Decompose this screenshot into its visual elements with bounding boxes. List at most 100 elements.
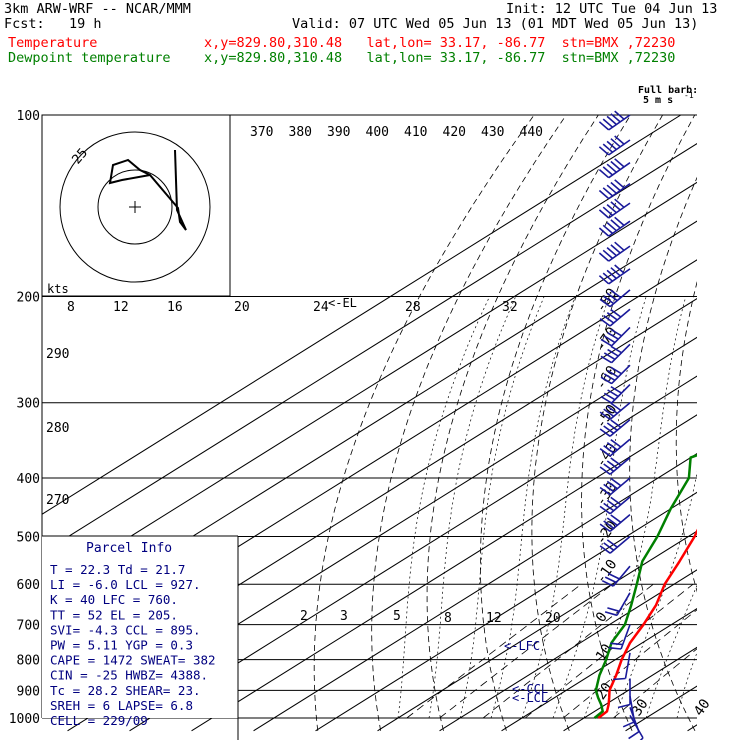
init-time: Init: 12 UTC Tue 04 Jun 13	[506, 1, 718, 17]
theta-label: 400	[366, 125, 389, 140]
parcel-info-panel	[42, 536, 238, 718]
pressure-tick-label: 300	[17, 397, 40, 412]
mixing-ratio-label: 3	[340, 609, 348, 624]
hodograph-ring	[59, 131, 211, 283]
parcel-info-row: SVI= -4.3 CCL = 895.	[50, 622, 201, 637]
hodograph-tick-label: 24	[313, 300, 329, 315]
theta-side-label: 270	[46, 493, 69, 508]
wind-barb	[601, 565, 631, 587]
model-title: 3km ARW-WRF -- NCAR/MMM	[4, 1, 191, 17]
parcel-info-row: TT = 52 EL = 205.	[50, 607, 178, 622]
forecast-hour: Fcst: 19 h	[4, 16, 102, 32]
parcel-info-row: CIN = -25 HWBZ= 4388.	[50, 668, 208, 683]
temperature-line	[597, 528, 697, 719]
isotherm-line	[129, 375, 697, 732]
wind-barb	[599, 477, 631, 496]
hodograph-panel	[41, 114, 231, 297]
wind-barb	[598, 264, 631, 285]
dry-adiabat	[313, 115, 535, 731]
wind-barb	[600, 326, 631, 347]
moist-adiabat	[490, 296, 576, 719]
theta-side-label: 280	[46, 421, 69, 436]
wind-barb	[600, 364, 631, 385]
mixing-ratio-label: 12	[486, 611, 502, 626]
hodograph-tick-label: 12	[113, 300, 129, 315]
wind-barb	[622, 696, 636, 728]
theta-label: 410	[404, 125, 427, 140]
parcel-info-title: Parcel Info	[86, 541, 172, 556]
wind-barb	[599, 535, 631, 554]
dry-adiabat	[531, 115, 663, 731]
mixing-ratio-label: 2	[300, 609, 308, 624]
theta-label: 380	[289, 125, 312, 140]
pressure-tick-label: 500	[17, 530, 40, 545]
hodograph-ring	[97, 169, 173, 245]
hodograph-tick-label: 20	[234, 300, 250, 315]
mixing-ratio-line	[406, 583, 582, 719]
parcel-info-row: Tc = 28.2 SHEAR= 23.	[50, 683, 201, 698]
wind-barb	[629, 714, 644, 740]
isotherm-line	[563, 646, 697, 732]
level-marker: <-LFC	[504, 639, 540, 653]
isotherm-line	[253, 453, 697, 732]
moist-adiabat	[428, 296, 517, 719]
pressure-tick-label: 100	[17, 109, 40, 124]
hodograph-tick-label: 32	[502, 300, 518, 315]
theta-label: 430	[481, 125, 504, 140]
wind-barb	[599, 496, 631, 515]
mixing-ratio-label: 8	[444, 611, 452, 626]
parcel-info-row: LI = -6.0 LCL = 927.	[50, 577, 201, 592]
pressure-tick-label: 900	[17, 684, 40, 699]
wind-barb	[599, 402, 631, 421]
wind-barb	[598, 110, 631, 131]
isotherm-line	[501, 608, 697, 732]
parcel-info-row: K = 40 LFC = 760.	[50, 592, 178, 607]
theta-label: 390	[327, 125, 350, 140]
pressure-tick-label: 1000	[9, 712, 40, 727]
wind-barb	[599, 418, 631, 437]
moist-adiabat	[459, 296, 545, 719]
mixing-ratio-label: 5	[393, 609, 401, 624]
pressure-tick-label: 800	[17, 654, 40, 669]
wind-barb	[599, 513, 631, 533]
dry-adiabat	[721, 115, 740, 731]
isotherm-line	[42, 115, 682, 515]
moist-adiabat	[645, 584, 697, 719]
parcel-info-row: T = 22.3 Td = 21.7	[50, 562, 185, 577]
pressure-tick-label: 600	[17, 578, 40, 593]
wind-barb	[599, 308, 631, 327]
wind-barb	[598, 198, 631, 219]
dewpoint-line	[593, 453, 697, 719]
theta-label: 440	[520, 125, 543, 140]
wind-barb	[613, 652, 631, 681]
moist-adiabat	[676, 651, 697, 719]
level-marker: <-CCL	[512, 682, 548, 696]
wind-barb	[599, 438, 631, 457]
wind-barb	[598, 135, 631, 156]
dewpoint-legend: Dewpoint temperature	[8, 50, 171, 66]
dewpoint-location: x,y=829.80,310.48 lat,lon= 33.17, -86.77…	[204, 50, 676, 66]
wind-barb	[604, 592, 631, 617]
wind-barb	[600, 384, 631, 404]
temperature-location: x,y=829.80,310.48 lat,lon= 33.17, -86.77…	[204, 35, 676, 51]
hodograph-trace	[108, 149, 187, 231]
temperature-legend: Temperature	[8, 35, 98, 51]
wind-barb	[608, 624, 631, 650]
dry-adiabat	[629, 176, 697, 731]
dry-adiabat	[675, 280, 697, 593]
pressure-tick-label: 200	[17, 291, 40, 306]
theta-label: 420	[443, 125, 466, 140]
theta-label: 370	[250, 125, 273, 140]
isotherm-line	[625, 685, 697, 732]
wind-barb	[598, 179, 631, 200]
barb-legend-unit-exp: -1	[684, 91, 694, 100]
isotherm-line	[377, 530, 697, 732]
hodograph-tick-label: 28	[405, 300, 421, 315]
dry-adiabat	[371, 115, 567, 731]
parcel-info-row: CELL = 229/09	[50, 713, 148, 728]
isotherm-line	[42, 181, 697, 593]
hodograph-tick-label: 16	[167, 300, 183, 315]
moist-adiabat	[397, 296, 490, 719]
wind-barb	[598, 158, 631, 179]
